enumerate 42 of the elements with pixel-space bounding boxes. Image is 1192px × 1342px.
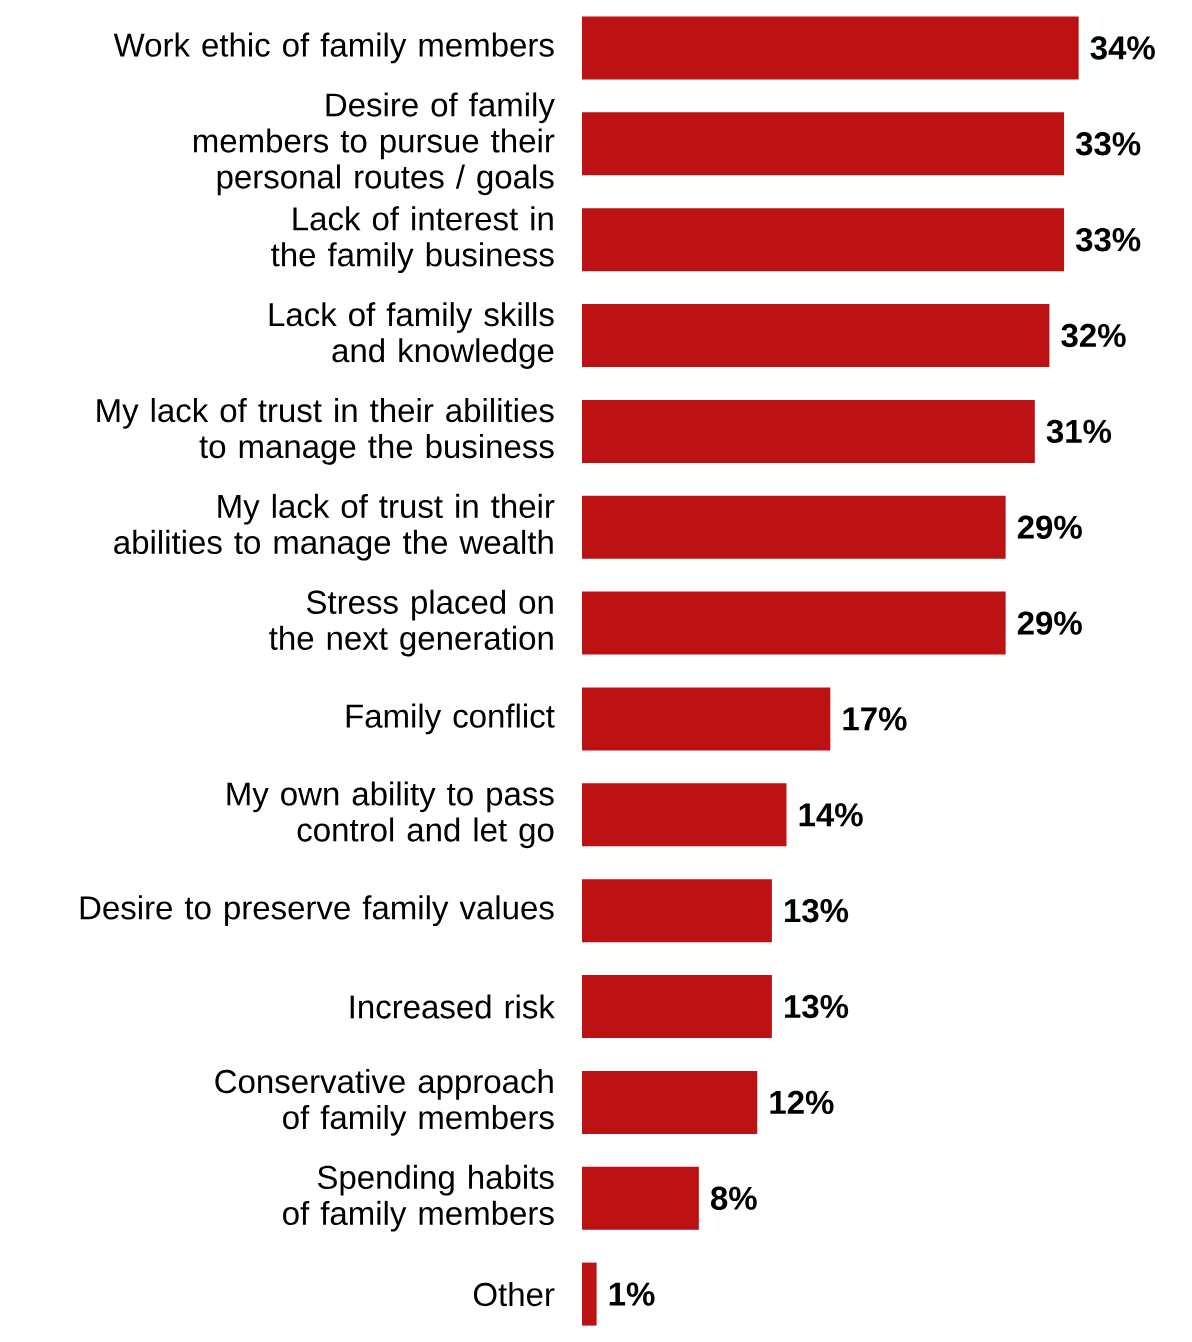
y-tick-label: Increased risk bbox=[350, 994, 555, 1019]
bar bbox=[581, 495, 1006, 559]
data-label: 31% bbox=[1046, 419, 1112, 444]
y-tick-label: My own ability to pass control and let go bbox=[227, 781, 554, 849]
data-label: 8% bbox=[710, 1186, 757, 1210]
y-tick-label: My lack of trust in their abilities to manage the business bbox=[97, 398, 554, 465]
y-tick-label: Desire to preserve family values bbox=[80, 895, 554, 927]
data-label: 14% bbox=[799, 803, 863, 827]
y-tick-label: Lack of family skills and knowledge bbox=[269, 302, 554, 369]
data-label: 33% bbox=[1075, 132, 1141, 156]
y-tick-label: Work ethic of family members bbox=[113, 32, 554, 64]
bar bbox=[581, 16, 1079, 80]
data-label: 33% bbox=[1075, 227, 1141, 252]
bar bbox=[581, 304, 1050, 368]
data-label: 17% bbox=[843, 707, 907, 731]
y-tick-label: Other bbox=[473, 1281, 555, 1307]
y-tick-label: Conservative approach of family members bbox=[215, 1069, 554, 1136]
y-tick-label: Family conflict bbox=[346, 703, 555, 735]
bar bbox=[581, 112, 1065, 176]
data-label: 32% bbox=[1061, 323, 1126, 348]
bar bbox=[581, 591, 1006, 655]
bar bbox=[581, 1166, 699, 1230]
bar bbox=[581, 783, 787, 847]
data-label: 29% bbox=[1017, 611, 1082, 635]
y-tick-label: Spending habits of family members bbox=[283, 1164, 554, 1232]
bar bbox=[581, 208, 1065, 272]
y-tick-label: Stress placed on the next generation bbox=[269, 589, 553, 657]
bar bbox=[581, 1262, 597, 1326]
bar bbox=[581, 1070, 758, 1134]
data-label: 13% bbox=[785, 898, 849, 923]
data-label: 12% bbox=[770, 1090, 834, 1115]
data-label: 29% bbox=[1017, 515, 1082, 539]
data-label: 34% bbox=[1090, 36, 1155, 60]
bar bbox=[581, 975, 772, 1039]
y-tick-label: My lack of trust in their abilities to manage the wealth bbox=[114, 493, 555, 561]
y-tick-label: Lack of interest in the family business bbox=[271, 206, 554, 274]
bar bbox=[581, 687, 831, 751]
data-label: 13% bbox=[785, 994, 849, 1019]
bar bbox=[581, 399, 1035, 463]
bar bbox=[581, 879, 772, 943]
y-tick-label: Desire of family members to pursue their personal routes / goals bbox=[193, 92, 555, 196]
data-label: 1% bbox=[609, 1282, 655, 1306]
